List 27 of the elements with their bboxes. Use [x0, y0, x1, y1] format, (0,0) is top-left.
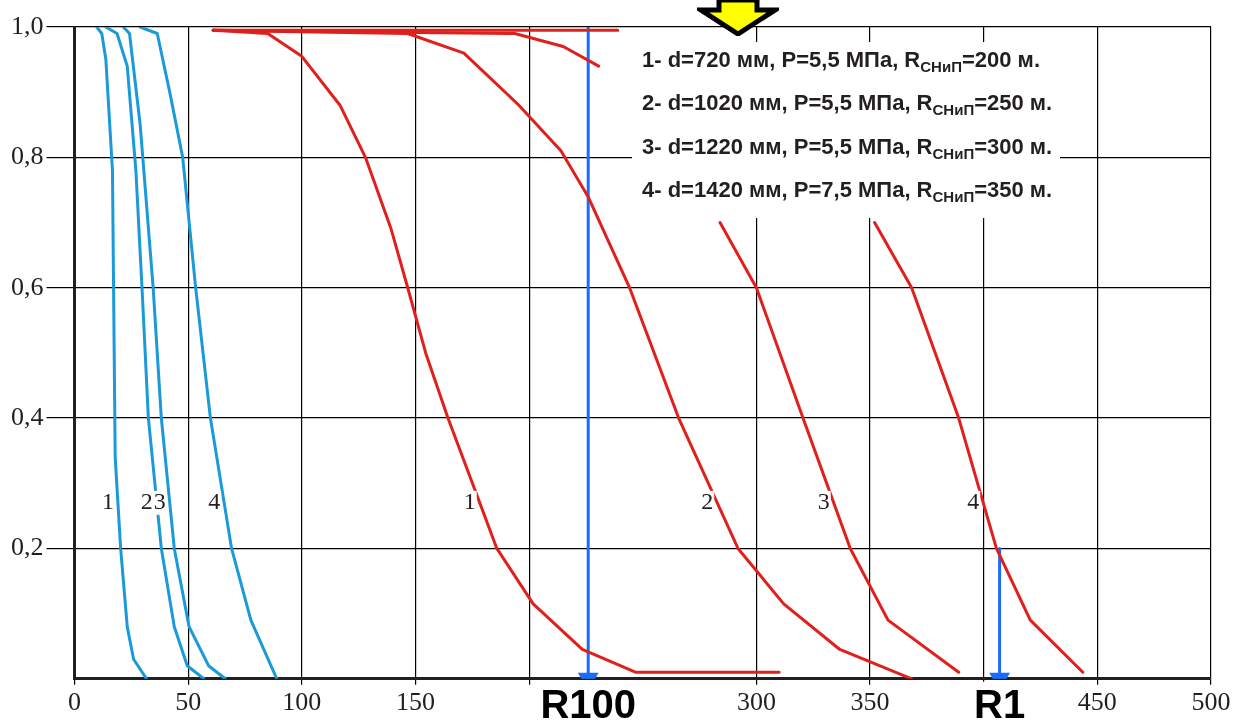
annotation: 1- d=720 мм, P=5,5 МПа, R$_{СНиП}$=200 м.: [642, 46, 1041, 78]
annotation: 3- d=1220 мм, P=5,5 МПа, R$_{СНиП}$=300 м.: [642, 132, 1053, 165]
x-tick-label: 0: [68, 687, 81, 717]
x-tick-label: 50: [175, 687, 202, 717]
y-tick-label: 0,2: [11, 532, 44, 562]
annotation: R100: [540, 681, 637, 722]
series-label: 1: [463, 488, 476, 515]
series-label: 3: [817, 488, 830, 515]
x-tick-label: 100: [282, 687, 322, 717]
series-label: 1: [101, 488, 114, 515]
annotation: 2- d=1020 мм, P=5,5 МПа, R$_{СНиП}$=250 м.: [642, 89, 1053, 121]
series-label: 3: [153, 488, 166, 515]
y-tick-label: 0,4: [11, 401, 44, 431]
y-tick-label: 1,0: [11, 10, 44, 40]
series-label: 4: [967, 488, 980, 515]
x-tick-label: 150: [395, 687, 435, 717]
x-tick-label: 300: [736, 687, 776, 717]
x-tick-label: 500: [1191, 687, 1231, 717]
annotation: R1: [974, 681, 1026, 722]
annotation: 4- d=1420 мм, P=7,5 МПа, R$_{СНиП}$=350 м.: [642, 176, 1053, 208]
y-tick-label: 0,8: [11, 141, 44, 171]
series-label: 2: [701, 488, 714, 515]
x-tick-label: 450: [1077, 687, 1117, 717]
series-label: 4: [208, 488, 221, 515]
series-label: 2: [140, 488, 153, 515]
x-tick-label: 350: [850, 687, 890, 717]
y-tick-label: 0,6: [11, 271, 44, 301]
